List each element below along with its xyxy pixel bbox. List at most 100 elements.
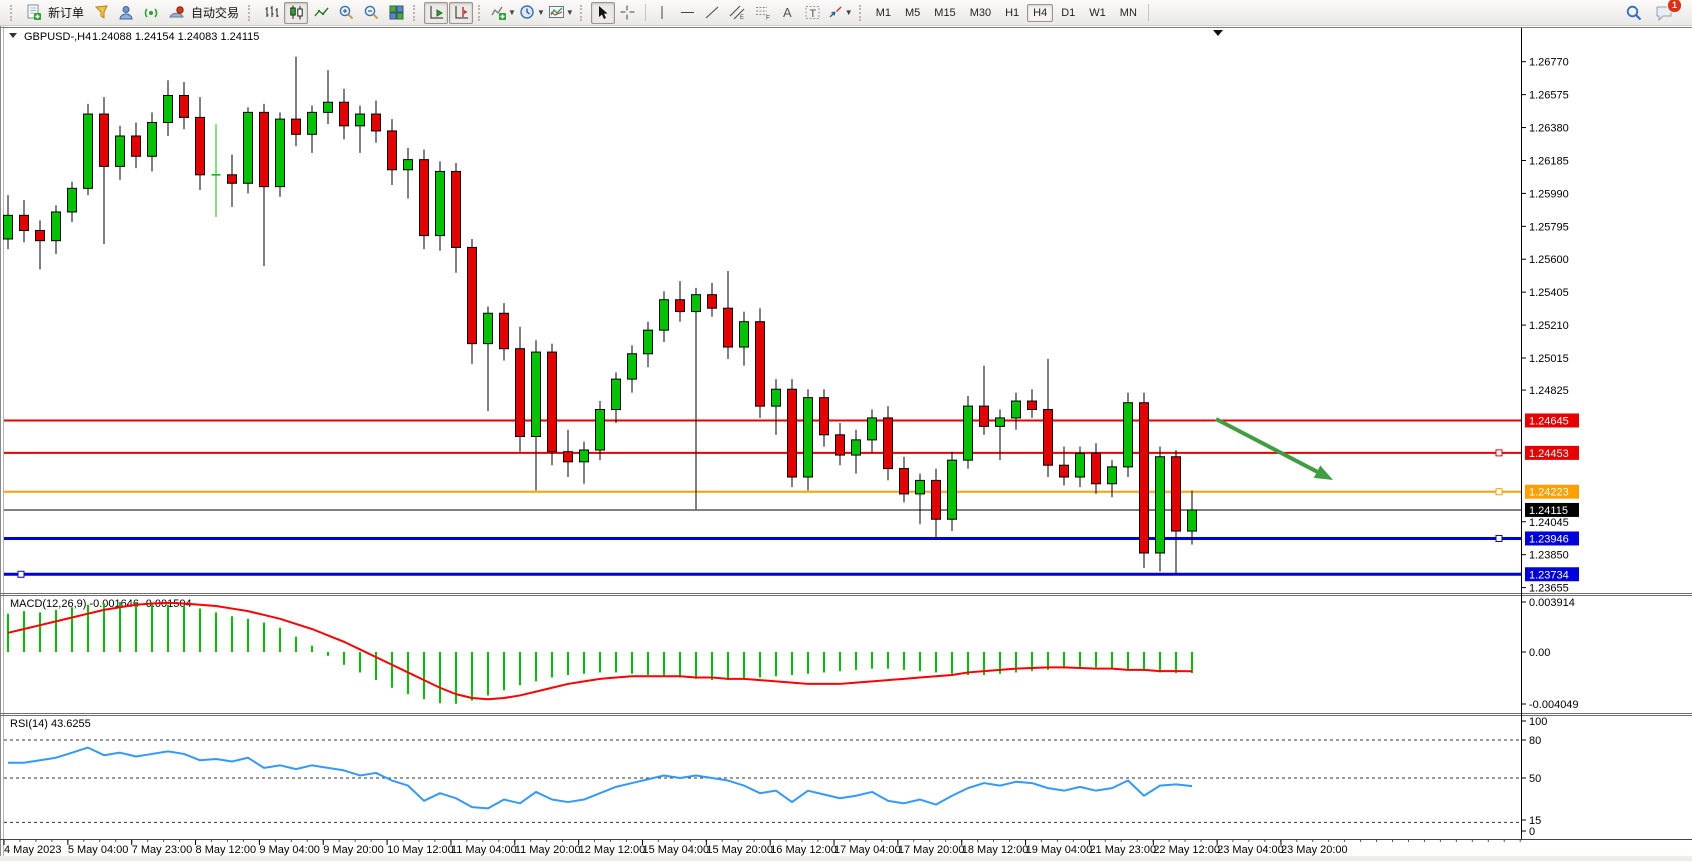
candle [835, 434, 845, 456]
time-axis[interactable]: 4 May 2023 5 May 04:00 7 May 23:00 8 May 12… [3, 840, 1521, 856]
price-level-label-text: 1.23946 [1529, 533, 1569, 545]
time-axis-label: 17 May 20:00 [898, 844, 965, 856]
price-level-label-text: 1.24645 [1529, 415, 1569, 427]
line-chart-button[interactable] [309, 2, 333, 24]
candle [787, 388, 797, 478]
timeframe-m15[interactable]: M15 [934, 6, 956, 19]
price-axis[interactable]: 1.26770 1.26575 1.26380 1.26185 1.25990 1.257… [1521, 57, 1579, 838]
candle [131, 135, 141, 157]
vertical-line-tool[interactable] [651, 2, 675, 24]
timeframe-mn[interactable]: MN [1119, 6, 1137, 19]
candle [1123, 402, 1133, 468]
tile-windows-button[interactable] [384, 2, 408, 24]
timeframe-w1[interactable]: W1 [1089, 6, 1106, 19]
indicators-button[interactable]: ▼ [489, 2, 517, 24]
time-axis-label: 12 May 12:00 [579, 844, 646, 856]
chart-symbol-period: GBPUSD-,H4 [24, 31, 91, 43]
candle [339, 101, 349, 127]
dropdown-arrow-icon: ▼ [844, 8, 853, 17]
toolbar-grip [579, 4, 586, 21]
fibonacci-tool[interactable]: F [751, 2, 775, 24]
toolbar-separator [1147, 4, 1149, 21]
time-axis-label: 23 May 04:00 [1217, 844, 1284, 856]
candle [899, 468, 909, 495]
channel-icon: E [729, 5, 745, 21]
vertical-line-icon [661, 6, 663, 19]
profile-button[interactable] [114, 2, 138, 24]
templates-button[interactable]: ▼ [547, 2, 575, 24]
new-order-button[interactable] [21, 2, 45, 24]
horizontal-line-icon [681, 12, 695, 13]
rsi-pane [4, 739, 1521, 823]
new-order-label[interactable]: 新订单 [48, 6, 85, 20]
horizontal-line-tool[interactable] [676, 2, 700, 24]
line-handle[interactable] [1495, 449, 1503, 457]
notifications-button[interactable]: 1 [1652, 0, 1682, 24]
timeframe-m30[interactable]: M30 [969, 6, 992, 19]
timeframe-h4[interactable]: H4 [1027, 3, 1054, 22]
macd-axis-tick: 0.00 [1529, 647, 1550, 659]
chart-shift-button[interactable] [449, 1, 474, 24]
zoom-out-button[interactable] [359, 2, 383, 24]
line-handle[interactable] [1495, 534, 1503, 542]
candles [3, 56, 1197, 574]
bar-chart-button[interactable] [259, 2, 283, 24]
text-tool[interactable]: A [776, 2, 800, 24]
zoom-in-button[interactable] [334, 2, 358, 24]
candle [707, 294, 717, 309]
candle [371, 113, 381, 132]
arrow-shaft[interactable] [1215, 417, 1318, 474]
time-axis-label: 18 May 12:00 [962, 844, 1029, 856]
trendline-tool[interactable] [701, 2, 725, 24]
candle [307, 111, 317, 135]
periods-button[interactable]: ▼ [518, 2, 546, 24]
candle [1107, 466, 1117, 485]
cursor-button[interactable] [590, 1, 615, 24]
rsi-axis-tick: 100 [1529, 716, 1547, 728]
candle [851, 439, 861, 456]
candlestick-chart-button[interactable] [284, 1, 309, 24]
symbol-dropdown-icon[interactable] [9, 33, 17, 38]
equidistant-channel-tool[interactable]: E [726, 2, 750, 24]
rsi-axis-tick: 0 [1529, 826, 1535, 838]
macd-indicator-label: MACD(12,26,9) -0.001646 -0.001504 [10, 598, 192, 610]
candle [627, 353, 637, 380]
price-level-label [1525, 502, 1579, 517]
time-axis-label: 11 May 20:00 [515, 844, 581, 856]
auto-trading-label[interactable]: 自动交易 [191, 6, 240, 20]
auto-scroll-button[interactable] [424, 1, 449, 24]
candle [1171, 456, 1181, 532]
timeframe-d1[interactable]: D1 [1061, 6, 1076, 19]
text-label-tool[interactable]: T [801, 2, 825, 24]
price-level-label [1525, 445, 1579, 460]
rsi-axis-tick: 80 [1529, 735, 1541, 747]
trend-arrow-object[interactable] [1215, 417, 1333, 480]
price-level-label [1525, 567, 1579, 582]
timeframe-m1[interactable]: M1 [875, 6, 891, 19]
signals-button[interactable] [139, 2, 163, 24]
auto-trading-button[interactable] [164, 2, 188, 24]
candle [547, 351, 557, 453]
candle [803, 397, 813, 478]
candle [691, 294, 701, 313]
price-level-label [1525, 413, 1579, 428]
arrow-head-icon[interactable] [1313, 465, 1333, 480]
price-axis-tick: 1.25405 [1529, 287, 1569, 299]
favorites-button[interactable] [89, 2, 113, 24]
pane-separators[interactable] [0, 593, 1692, 840]
timeframe-m5[interactable]: M5 [905, 6, 921, 19]
price-axis-tick: 1.25210 [1529, 320, 1569, 332]
price-axis-tick: 1.25795 [1529, 221, 1569, 233]
candle [483, 312, 493, 345]
arrows-tool[interactable]: ▼ [826, 2, 854, 24]
price-level-label [1525, 484, 1579, 499]
timeframe-h1[interactable]: H1 [1005, 6, 1020, 19]
time-marker-icon [1213, 30, 1223, 36]
search-button[interactable] [1622, 2, 1646, 24]
crosshair-button[interactable] [616, 2, 640, 24]
line-handle[interactable] [17, 570, 25, 578]
candle [403, 159, 413, 171]
horizontal-level-lines[interactable] [4, 419, 1521, 578]
line-handle[interactable] [1495, 488, 1503, 496]
